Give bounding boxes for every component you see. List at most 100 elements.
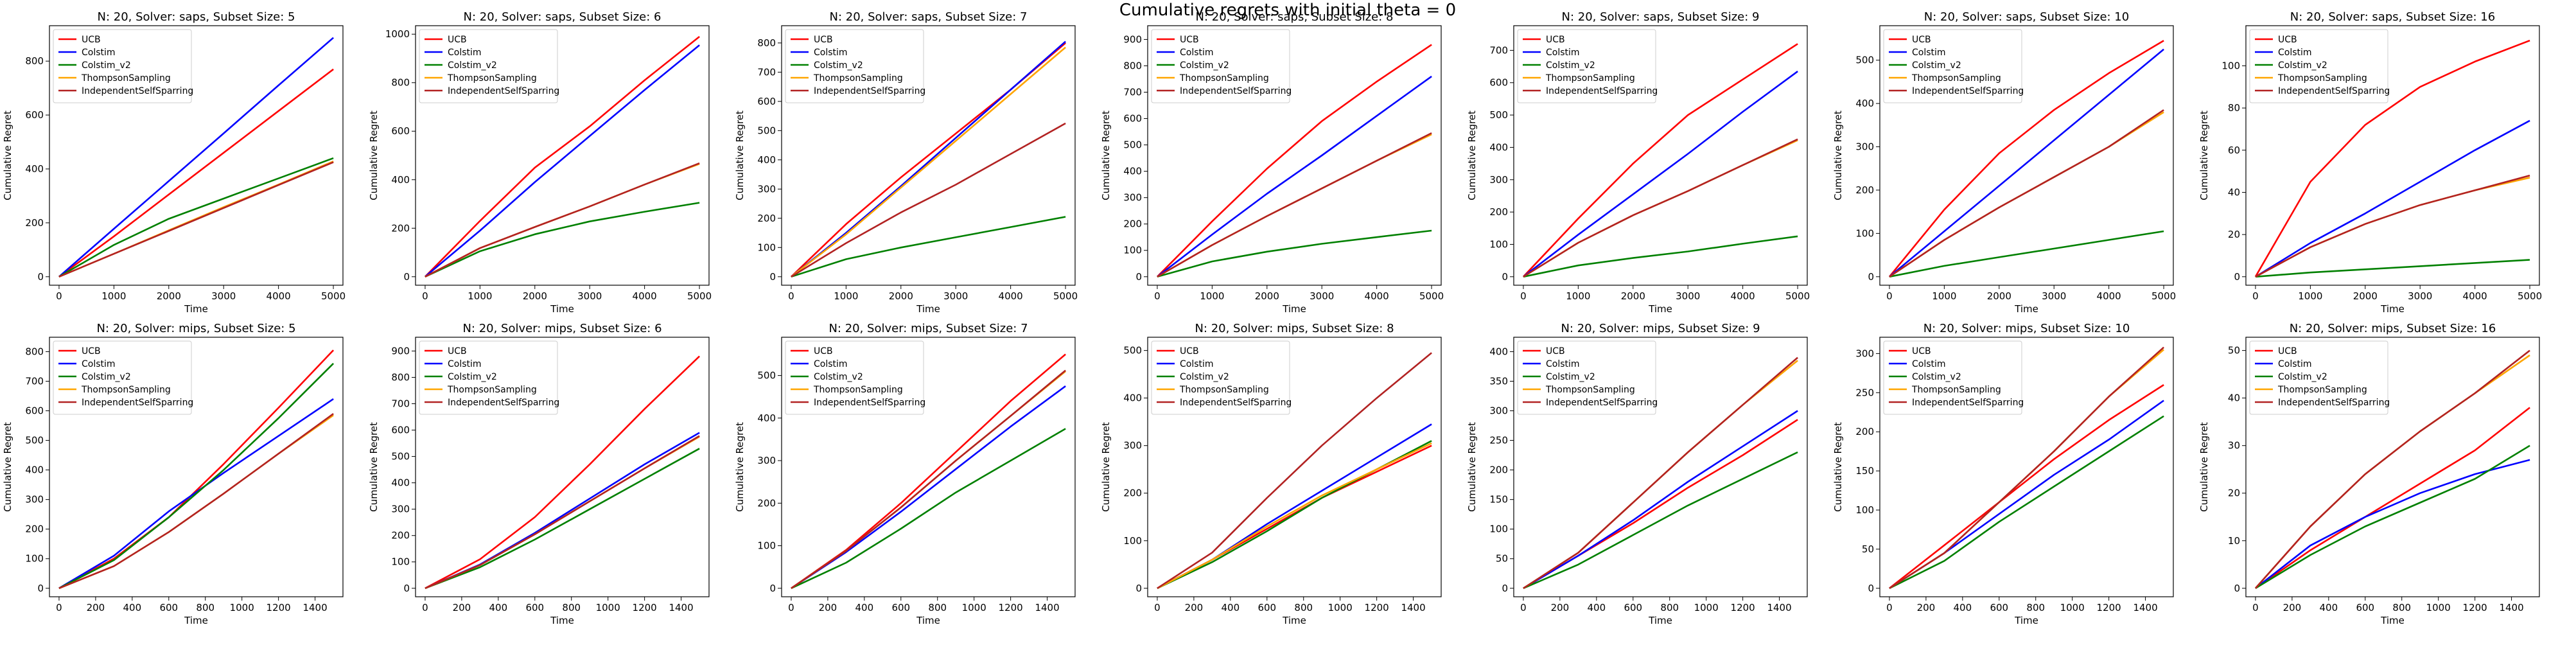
y-tick-label: 300 [757, 455, 776, 466]
series-line-colstim [1523, 71, 1798, 278]
series-line-ucb [1888, 40, 2164, 278]
series-line-colstim [1157, 75, 1432, 278]
x-axis-label: Time [2014, 615, 2038, 626]
y-tick-label: 0 [403, 583, 410, 594]
x-tick-label: 4000 [2097, 290, 2121, 302]
subplot-title: N: 20, Solver: mips, Subset Size: 6 [462, 322, 662, 335]
series-line-colstim [791, 40, 1066, 278]
x-tick-label: 5000 [1419, 290, 1444, 302]
legend-label: Colstim [448, 359, 482, 369]
legend-label: IndependentSelfSparring [1546, 86, 1658, 96]
x-tick-label: 2000 [157, 290, 181, 302]
figure-suptitle: Cumulative regrets with initial theta = … [1119, 1, 1456, 20]
subplot-1: N: 20, Solver: saps, Subset Size: 5 0 1000… [2, 10, 346, 315]
y-tick-label: 0 [37, 271, 44, 283]
y-tick-label: 40 [2228, 392, 2240, 404]
x-tick-label: 600 [159, 602, 178, 613]
legend-label: Colstim_v2 [1912, 372, 1961, 382]
y-tick-label: 200 [757, 497, 776, 509]
legend-label: UCB [1912, 35, 1931, 45]
y-axis-label: Cumulative Regret [2198, 422, 2210, 512]
series-line-ucb [425, 355, 701, 589]
series-line-ucb [2254, 39, 2530, 278]
y-tick-label: 500 [25, 435, 44, 446]
y-tick-label: 30 [2228, 440, 2240, 452]
x-tick-label: 1400 [1035, 602, 1059, 613]
y-tick-label: 100 [1489, 238, 1508, 250]
y-tick-label: 50 [1862, 543, 1874, 555]
y-tick-label: 0 [2234, 271, 2240, 283]
y-tick-label: 150 [1489, 494, 1508, 506]
x-tick-label: 400 [1222, 602, 1240, 613]
legend-label: ThompsonSampling [813, 73, 903, 84]
x-tick-label: 1000 [962, 602, 986, 613]
series-line-colstim [1157, 423, 1432, 589]
y-tick-label: 200 [1855, 184, 1874, 196]
x-tick-label: 1000 [2298, 290, 2322, 302]
series-line-independentselfsparring [2254, 349, 2530, 589]
x-axis-label: Time [550, 615, 574, 626]
x-tick-label: 0 [1886, 290, 1893, 302]
legend-label: IndependentSelfSparring [2278, 398, 2390, 408]
legend-label: IndependentSelfSparring [1546, 398, 1658, 408]
legend-label: UCB [1180, 346, 1199, 357]
x-tick-label: 1200 [633, 602, 657, 613]
y-tick-label: 0 [1502, 271, 1508, 283]
series-line-independentselfsparring [1889, 109, 2164, 278]
plot-frame [415, 25, 710, 286]
legend-label: UCB [448, 346, 467, 357]
legend: UCB Colstim Colstim_v2 ThompsonSampling Inde… [1517, 340, 1658, 415]
legend-label: Colstim_v2 [814, 60, 863, 71]
legend-box [1883, 29, 2022, 103]
y-tick-label: 300 [1123, 440, 1142, 452]
legend-box [785, 340, 924, 415]
y-tick-label: 400 [1855, 98, 1874, 109]
legend-box [419, 340, 558, 415]
y-tick-label: 300 [25, 494, 44, 506]
x-tick-label: 800 [1294, 602, 1313, 613]
legend-label: IndependentSelfSparring [1912, 398, 2024, 408]
y-tick-label: 20 [2228, 229, 2240, 240]
x-tick-label: 1000 [1932, 290, 1956, 302]
legend-label: IndependentSelfSparring [2278, 86, 2390, 96]
x-tick-label: 3000 [577, 290, 602, 302]
plot-frame [1879, 25, 2174, 286]
legend-label: ThompsonSampling [2277, 73, 2367, 84]
subplot-7: N: 20, Solver: saps, Subset Size: 16 0 100… [2198, 10, 2542, 315]
legend-label: UCB [1546, 346, 1565, 357]
y-tick-label: 0 [1868, 583, 1874, 594]
legend-label: IndependentSelfSparring [1180, 398, 1292, 408]
series-line-colstim-v2 [425, 448, 700, 590]
x-axis-label: Time [1648, 615, 1672, 626]
x-tick-label: 2000 [2353, 290, 2378, 302]
x-axis-label: Time [550, 303, 574, 315]
legend-label: ThompsonSampling [81, 385, 171, 395]
y-axis-label: Cumulative Regret [1832, 422, 1844, 512]
plot-frame [1513, 337, 1808, 597]
y-tick-label: 100 [391, 556, 410, 568]
x-tick-label: 200 [819, 602, 837, 613]
y-tick-label: 0 [1135, 271, 1142, 283]
x-tick-label: 0 [56, 602, 62, 613]
y-tick-label: 400 [391, 174, 410, 186]
x-tick-label: 4000 [267, 290, 291, 302]
subplot-12: N: 20, Solver: mips, Subset Size: 9 0 200 4… [1466, 322, 1808, 626]
y-tick-label: 400 [391, 477, 410, 489]
x-tick-label: 1000 [468, 290, 492, 302]
y-tick-label: 900 [1123, 33, 1142, 45]
y-tick-label: 800 [1123, 60, 1142, 71]
legend-label: IndependentSelfSparring [1912, 86, 2024, 96]
x-tick-label: 0 [1886, 602, 1893, 613]
subplot-8: N: 20, Solver: mips, Subset Size: 5 0 200 4… [2, 322, 344, 626]
y-tick-label: 100 [1855, 227, 1874, 239]
x-tick-label: 1000 [2060, 602, 2085, 613]
subplot-title: N: 20, Solver: saps, Subset Size: 8 [1196, 10, 1394, 24]
y-tick-label: 300 [1855, 141, 1874, 153]
subplot-10: N: 20, Solver: mips, Subset Size: 7 0 200 4… [734, 322, 1076, 626]
plot-frame [1147, 25, 1442, 286]
x-tick-label: 400 [123, 602, 142, 613]
series-line-thompsonsampling [58, 414, 334, 590]
series-line-colstim [2255, 459, 2530, 589]
